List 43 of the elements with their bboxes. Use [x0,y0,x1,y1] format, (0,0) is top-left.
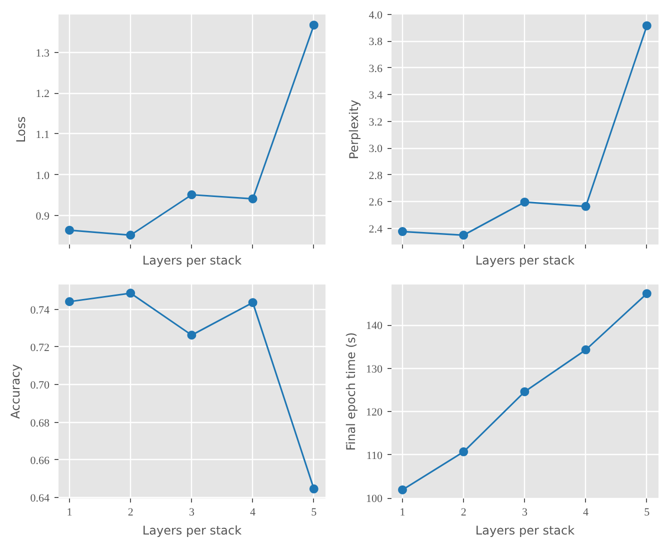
y-tick-label: 130 [366,363,383,376]
y-tick-label: 120 [366,406,383,419]
y-tick-label: 1.0 [36,170,50,182]
x-tick-label: 4 [250,506,256,518]
x-axis-title: Layers per stack [142,254,242,268]
y-tick-label: 0.66 [30,454,50,467]
y-tick-label: 1.1 [36,128,50,141]
y-tick-label: 140 [366,320,383,332]
x-tick-label: 2 [460,506,466,518]
y-tick-label: 0.74 [30,304,50,316]
y-tick-label: 0.64 [30,492,50,505]
x-axis-title: Layers per stack [475,254,575,268]
y-tick-label: 0.68 [30,417,50,430]
y-tick-label: 3.6 [368,62,383,75]
y-tick-label: 3.0 [368,143,383,156]
x-tick-label: 4 [583,506,590,518]
y-tick-label: 3.4 [368,90,383,102]
y-tick-label: 4.0 [368,10,383,22]
x-tick-label: 3 [522,506,528,518]
y-tick-label: 2.6 [368,196,383,209]
y-tick-label: 1.2 [36,88,50,100]
y-axis-title: Loss [14,116,28,143]
y-tick-label: 2.8 [368,170,383,182]
x-tick-label: 1 [66,506,72,518]
y-tick-label: 100 [366,493,383,506]
y-tick-label: 3.2 [368,116,382,128]
x-axis-title: Layers per stack [475,524,575,538]
x-tick-label: 5 [311,506,318,518]
y-tick-label: 110 [366,450,383,462]
y-tick-label: 2.4 [368,223,383,236]
x-tick-label: 2 [128,506,134,518]
x-tick-label: 5 [644,506,650,518]
x-axis-title: Layers per stack [142,524,242,538]
x-tick-label: 1 [400,506,406,518]
x-tick-label: 3 [188,506,195,518]
y-axis-title: Final epoch time (s) [344,332,358,451]
y-tick-label: 0.72 [30,342,50,354]
y-axis-title: Accuracy [8,364,22,419]
y-tick-label: 1.3 [36,47,50,60]
y-axis-title: Perplexity [346,100,361,160]
y-tick-label: 3.8 [368,36,383,48]
y-tick-label: 0.70 [30,380,50,392]
y-tick-label: 0.9 [36,210,50,223]
